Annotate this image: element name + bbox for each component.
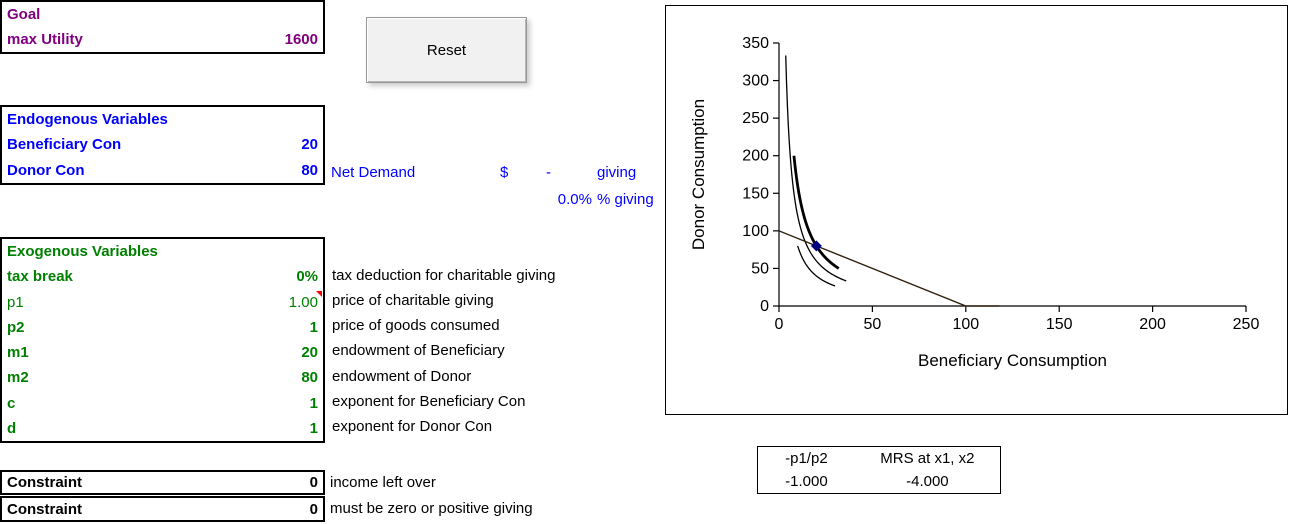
tax-break-value[interactable]: 0% — [296, 268, 318, 286]
m2-value[interactable]: 80 — [301, 369, 318, 387]
x-tick-label: 50 — [864, 316, 882, 333]
beneficiary-con-value[interactable]: 20 — [301, 136, 318, 154]
constraint-box-1: Constraint 0 — [0, 470, 325, 495]
exogenous-header-row: Exogenous Variables — [2, 239, 323, 264]
x-axis-title: Beneficiary Consumption — [918, 351, 1107, 370]
tax-break-label: tax break — [7, 268, 73, 286]
m1-value[interactable]: 20 — [301, 344, 318, 362]
exogenous-row-tax-break[interactable]: tax break 0% — [2, 264, 323, 289]
m1-desc: endowment of Beneficiary — [332, 342, 505, 360]
exogenous-header: Exogenous Variables — [7, 243, 158, 261]
exogenous-row-p1[interactable]: p1 1.00 — [2, 290, 323, 315]
m2-label: m2 — [7, 369, 29, 387]
consumption-chart: 0 50 100 150 200 250 300 350 0 50 100 150 200 250 Bene… — [665, 5, 1288, 415]
net-demand-currency: $ — [500, 164, 509, 181]
x-tick-label: 250 — [1233, 316, 1260, 333]
y-tick-label: 250 — [742, 110, 769, 127]
mrs-header-price-ratio: -p1/p2 — [785, 450, 828, 467]
endogenous-header: Endogenous Variables — [7, 111, 168, 129]
c-desc: exponent for Beneficiary Con — [332, 392, 526, 410]
endogenous-box: Endogenous Variables Beneficiary Con 20 … — [0, 105, 325, 185]
d-desc: exponent for Donor Con — [332, 418, 493, 435]
exogenous-row-c[interactable]: c 1 — [2, 391, 323, 416]
p2-desc: price of goods consumed — [332, 317, 500, 334]
y-tick-label: 100 — [742, 223, 769, 240]
y-tick-label: 50 — [751, 260, 769, 277]
pct-giving-value: 0.0% — [557, 191, 592, 208]
donor-con-value[interactable]: 80 — [301, 161, 318, 179]
constraint-row-2[interactable]: Constraint 0 — [2, 498, 323, 520]
indifference-curve-low — [797, 245, 836, 287]
p2-value[interactable]: 1 — [309, 318, 318, 336]
cell-comment-indicator-icon — [316, 290, 322, 297]
goal-header-row[interactable]: Goal — [2, 2, 323, 27]
constraint-row-1[interactable]: Constraint 0 — [2, 472, 323, 493]
beneficiary-con-label: Beneficiary Con — [7, 136, 122, 154]
indifference-curve-high — [785, 55, 847, 282]
exogenous-descriptions: tax deduction for charitable giving pric… — [330, 263, 555, 440]
constraint-1-label: Constraint — [7, 474, 82, 491]
m2-desc: endowment of Donor — [332, 367, 472, 385]
y-tick-label: 350 — [742, 35, 769, 52]
mrs-header-row: -p1/p2 MRS at x1, x2 — [758, 447, 1000, 470]
goal-value-row[interactable]: max Utility 1600 — [2, 27, 323, 52]
x-tick-label: 100 — [952, 316, 979, 333]
net-demand-value: - — [546, 164, 551, 181]
x-tick-label: 150 — [1046, 316, 1073, 333]
constraint-box-2: Constraint 0 — [0, 496, 325, 522]
x-tick-label: 200 — [1139, 316, 1166, 333]
m1-label: m1 — [7, 344, 29, 362]
constraint-2-desc: must be zero or positive giving — [330, 500, 533, 517]
tax-break-desc: tax deduction for charitable giving — [332, 266, 556, 284]
constraint-2-value: 0 — [309, 500, 318, 518]
y-tick-label: 0 — [760, 298, 769, 315]
d-value[interactable]: 1 — [309, 419, 318, 437]
y-axis-title: Donor Consumption — [689, 99, 708, 250]
x-tick-label: 0 — [775, 316, 784, 333]
endogenous-row-donor[interactable]: Donor Con 80 — [2, 158, 323, 183]
p1-label: p1 — [7, 293, 24, 311]
mrs-table: -p1/p2 MRS at x1, x2 -1.000 -4.000 — [757, 446, 1001, 494]
endowment-point — [810, 240, 822, 252]
reset-button[interactable]: Reset — [366, 17, 527, 83]
constraint-1-desc: income left over — [330, 474, 436, 491]
endogenous-header-row: Endogenous Variables — [2, 107, 323, 132]
c-value[interactable]: 1 — [309, 394, 318, 412]
budget-line — [778, 230, 1000, 307]
constraint-2-label: Constraint — [7, 500, 82, 518]
d-label: d — [7, 419, 17, 437]
y-tick-label: 150 — [742, 185, 769, 202]
mrs-value: -4.000 — [906, 473, 949, 490]
mrs-header-mrs: MRS at x1, x2 — [880, 450, 975, 467]
p1-desc: price of charitable giving — [332, 291, 494, 309]
p1-value[interactable]: 1.00 — [288, 293, 318, 311]
exogenous-box: Exogenous Variables tax break 0% p1 1.00… — [0, 237, 325, 443]
goal-label: max Utility — [7, 31, 83, 48]
constraint-1-value: 0 — [309, 474, 318, 491]
y-tick-label: 300 — [742, 73, 769, 90]
net-demand-unit: giving — [597, 164, 637, 181]
chart-svg: 0 50 100 150 200 250 300 350 0 50 100 150 200 250 Bene… — [689, 35, 1260, 370]
mrs-price-ratio-value: -1.000 — [785, 473, 828, 490]
exogenous-row-d[interactable]: d 1 — [2, 416, 323, 441]
goal-value[interactable]: 1600 — [284, 31, 318, 48]
c-label: c — [7, 394, 16, 412]
exogenous-row-p2[interactable]: p2 1 — [2, 315, 323, 340]
net-demand-label: Net Demand — [331, 164, 416, 181]
goal-box: Goal max Utility 1600 — [0, 0, 325, 54]
endogenous-row-beneficiary[interactable]: Beneficiary Con 20 — [2, 132, 323, 157]
exogenous-row-m1[interactable]: m1 20 — [2, 340, 323, 365]
goal-header: Goal — [7, 6, 41, 23]
pct-giving-unit: % giving — [597, 191, 654, 208]
exogenous-row-m2[interactable]: m2 80 — [2, 365, 323, 390]
mrs-value-row: -1.000 -4.000 — [758, 470, 1000, 493]
p2-label: p2 — [7, 318, 25, 336]
donor-con-label: Donor Con — [7, 161, 85, 179]
y-tick-label: 200 — [742, 148, 769, 165]
reset-button-label: Reset — [426, 41, 467, 59]
